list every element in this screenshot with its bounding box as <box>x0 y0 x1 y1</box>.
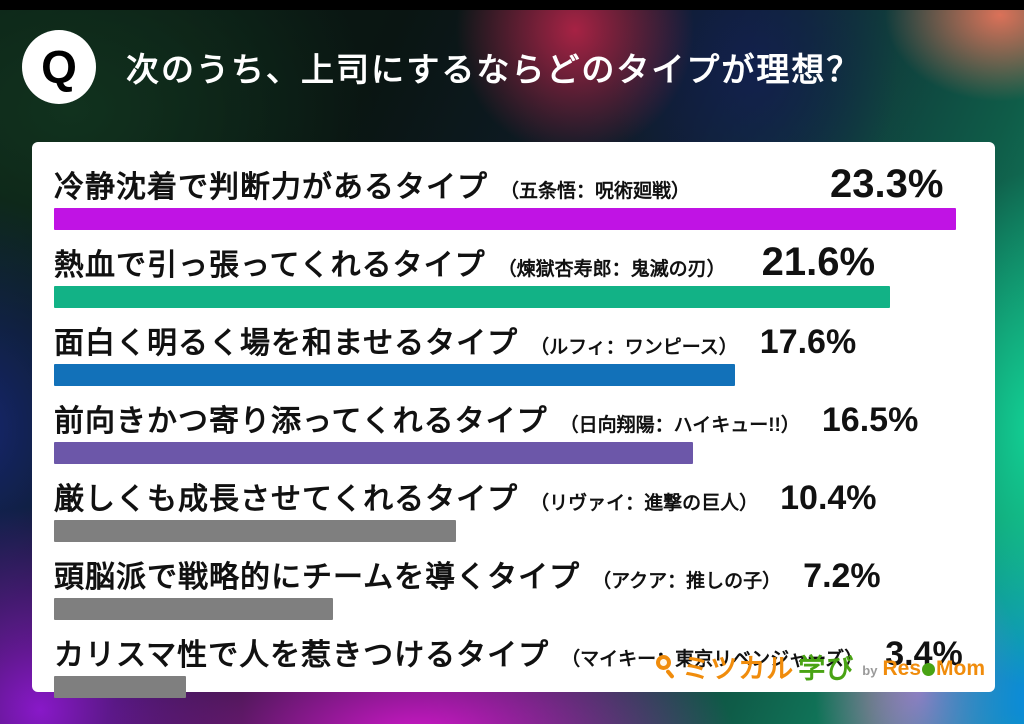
answer-label: 熱血で引っ張ってくれるタイプ <box>54 249 486 282</box>
percentage-value: 17.6% <box>759 323 857 361</box>
logo-text-manabi: 学び <box>798 654 855 684</box>
answer-label: 冷静沈着で判断力があるタイプ <box>54 171 488 204</box>
result-bar <box>54 598 333 620</box>
result-row-3-line: 面白く明るく場を和ませるタイプ （ルフィ：ワンピース） 17.6% <box>54 310 973 362</box>
character-reference: （マイキー：東京リベンジャーズ） <box>561 649 864 670</box>
magnifier-icon <box>654 653 678 681</box>
resemom-logo: Res Mom <box>882 657 985 681</box>
logo-text-mitsukaru: ミツカル <box>682 654 795 684</box>
answer-label: 頭脳派で戦略的にチームを導くタイプ <box>54 561 581 594</box>
result-row-3: 面白く明るく場を和ませるタイプ （ルフィ：ワンピース） 17.6% <box>54 310 973 388</box>
result-row-7-line: カリスマ性で人を惹きつけるタイプ （マイキー：東京リベンジャーズ） 3.4% <box>54 622 973 674</box>
character-reference: （ルフィ：ワンピース） <box>530 337 738 358</box>
resemom-text-res: Res <box>882 656 921 680</box>
percentage-value: 21.6% <box>761 240 876 284</box>
magnifier-lens <box>656 654 672 670</box>
result-bar <box>54 442 693 464</box>
character-reference: （リヴァイ：進撃の巨人） <box>530 493 759 514</box>
result-row-2: 熱血で引っ張ってくれるタイプ （煉獄杏寿郎：鬼滅の刃） 21.6% <box>54 232 973 310</box>
resemom-text-mom: Mom <box>936 656 985 680</box>
logo-text-by: by <box>862 663 878 678</box>
question-header: Q 次のうち、上司にするならどのタイプが理想？ <box>22 30 861 104</box>
result-bar <box>54 286 890 308</box>
result-row-4: 前向きかつ寄り添ってくれるタイプ （日向翔陽：ハイキュー!!） 16.5% <box>54 388 973 466</box>
character-reference: （アクア：推しの子） <box>592 571 782 592</box>
result-bar <box>54 208 956 230</box>
result-row-1-line: 冷静沈着で判断力があるタイプ （五条悟：呪術廻戦） 23.3% <box>54 154 973 206</box>
result-row-1: 冷静沈着で判断力があるタイプ （五条悟：呪術廻戦） 23.3% <box>54 154 973 232</box>
result-bar <box>54 520 456 542</box>
percentage-value: 16.5% <box>821 401 919 439</box>
result-row-4-line: 前向きかつ寄り添ってくれるタイプ （日向翔陽：ハイキュー!!） 16.5% <box>54 388 973 440</box>
question-title: 次のうち、上司にするならどのタイプが理想？ <box>126 51 862 88</box>
character-reference: （五条悟：呪術廻戦） <box>500 181 691 202</box>
question-badge: Q <box>22 30 96 104</box>
character-reference: （日向翔陽：ハイキュー!!） <box>559 415 800 436</box>
result-row-7: カリスマ性で人を惹きつけるタイプ （マイキー：東京リベンジャーズ） 3.4% <box>54 622 973 700</box>
character-reference: （煉獄杏寿郎：鬼滅の刃） <box>497 259 726 280</box>
result-bar <box>54 676 186 698</box>
answer-label: 厳しくも成長させてくれるタイプ <box>54 483 519 516</box>
results-card: 冷静沈着で判断力があるタイプ （五条悟：呪術廻戦） 23.3% 熱血で引っ張って… <box>32 142 995 698</box>
result-row-2-line: 熱血で引っ張ってくれるタイプ （煉獄杏寿郎：鬼滅の刃） 21.6% <box>54 232 973 284</box>
answer-label: カリスマ性で人を惹きつけるタイプ <box>54 639 550 672</box>
percentage-value: 23.3% <box>830 162 944 206</box>
percentage-value: 7.2% <box>803 557 881 595</box>
result-bar <box>54 364 735 386</box>
top-black-strip <box>0 0 1024 10</box>
result-row-5-line: 厳しくも成長させてくれるタイプ （リヴァイ：進撃の巨人） 10.4% <box>54 466 973 518</box>
question-badge-letter: Q <box>41 41 77 93</box>
answer-label: 面白く明るく場を和ませるタイプ <box>54 327 519 360</box>
answer-label: 前向きかつ寄り添ってくれるタイプ <box>54 405 548 438</box>
resemom-green-dot-icon <box>922 663 935 676</box>
magnifier-handle <box>665 668 676 679</box>
result-row-6-line: 頭脳派で戦略的にチームを導くタイプ （アクア：推しの子） 7.2% <box>54 544 973 596</box>
percentage-value: 10.4% <box>780 479 877 517</box>
result-row-5: 厳しくも成長させてくれるタイプ （リヴァイ：進撃の巨人） 10.4% <box>54 466 973 544</box>
result-row-6: 頭脳派で戦略的にチームを導くタイプ （アクア：推しの子） 7.2% <box>54 544 973 622</box>
mitsukaru-manabi-logo: ミツカル 学び by Res Mom <box>654 647 985 686</box>
